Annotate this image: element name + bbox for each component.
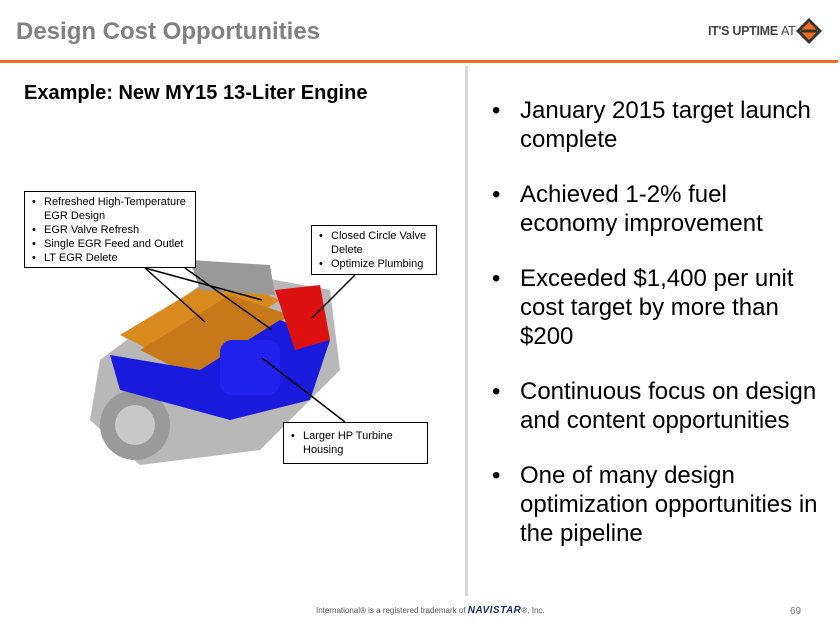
- callout-item: LT EGR Delete: [32, 251, 189, 265]
- callout-item: EGR Valve Refresh: [32, 223, 189, 237]
- callout-item: Closed Circle Valve Delete: [319, 229, 430, 257]
- bullet-item: Exceeded $1,400 per unit cost target by …: [492, 264, 822, 351]
- brand-text: IT'S UPTIME: [708, 24, 778, 38]
- example-subtitle: Example: New MY15 13-Liter Engine: [24, 82, 368, 104]
- footer-suffix: ®, Inc.: [521, 606, 545, 615]
- bullet-item: One of many design optimization opportun…: [492, 461, 822, 548]
- page-number: 69: [790, 606, 802, 617]
- footer-text: International® is a registered trademark…: [316, 606, 466, 615]
- brand-at: AT: [781, 24, 796, 38]
- key-points-list: January 2015 target launch complete Achi…: [492, 96, 822, 574]
- navistar-logo: NAVISTAR: [467, 605, 522, 616]
- callout-egr: Refreshed High-Temperature EGR Design EG…: [24, 191, 196, 268]
- column-divider: [465, 66, 468, 596]
- callout-leader-lines: [144, 267, 356, 423]
- callout-item: Optimize Plumbing: [319, 257, 430, 271]
- bullet-item: Achieved 1-2% fuel economy improvement: [492, 180, 822, 238]
- bullet-item: January 2015 target launch complete: [492, 96, 822, 154]
- callout-item: Single EGR Feed and Outlet: [32, 237, 189, 251]
- header-rule: [0, 60, 838, 63]
- international-logo-icon: [796, 18, 822, 44]
- trademark-footer: International® is a registered trademark…: [316, 605, 545, 616]
- engine-image: [90, 260, 340, 465]
- callout-item: Refreshed High-Temperature EGR Design: [32, 195, 189, 223]
- callout-valve: Closed Circle Valve Delete Optimize Plum…: [311, 225, 437, 275]
- brand-tagline: IT'S UPTIME AT: [708, 24, 796, 38]
- bullet-item: Continuous focus on design and content o…: [492, 377, 822, 435]
- callout-turbine: Larger HP Turbine Housing: [283, 422, 428, 464]
- callout-item: Larger HP Turbine Housing: [291, 429, 421, 457]
- slide-title: Design Cost Opportunities: [16, 18, 321, 45]
